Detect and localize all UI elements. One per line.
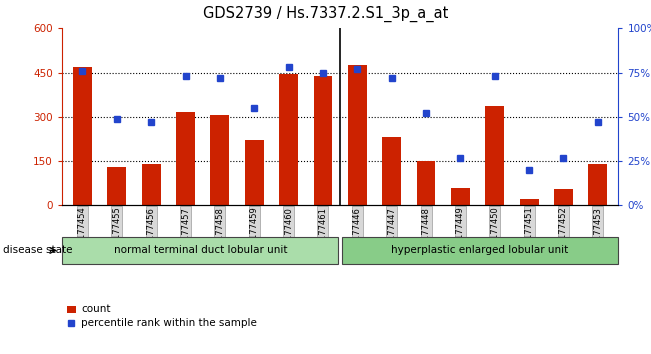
Bar [176, 113, 195, 205]
Bar [73, 67, 92, 205]
Bar [62, 237, 339, 264]
Bar [451, 188, 470, 205]
Bar [417, 161, 436, 205]
Bar [348, 65, 367, 205]
Text: hyperplastic enlarged lobular unit: hyperplastic enlarged lobular unit [391, 245, 568, 256]
Bar [245, 141, 264, 205]
Bar [554, 189, 573, 205]
Bar [382, 137, 401, 205]
Bar [589, 164, 607, 205]
Bar [210, 115, 229, 205]
Bar [314, 75, 333, 205]
Bar [485, 107, 505, 205]
Bar [142, 164, 161, 205]
Bar [107, 167, 126, 205]
Bar [342, 237, 618, 264]
Text: count: count [81, 304, 111, 314]
Bar [519, 199, 538, 205]
Text: normal terminal duct lobular unit: normal terminal duct lobular unit [114, 245, 288, 256]
Text: percentile rank within the sample: percentile rank within the sample [81, 318, 257, 328]
Text: GDS2739 / Hs.7337.2.S1_3p_a_at: GDS2739 / Hs.7337.2.S1_3p_a_at [203, 5, 448, 22]
Text: disease state: disease state [3, 245, 73, 256]
Bar [279, 74, 298, 205]
